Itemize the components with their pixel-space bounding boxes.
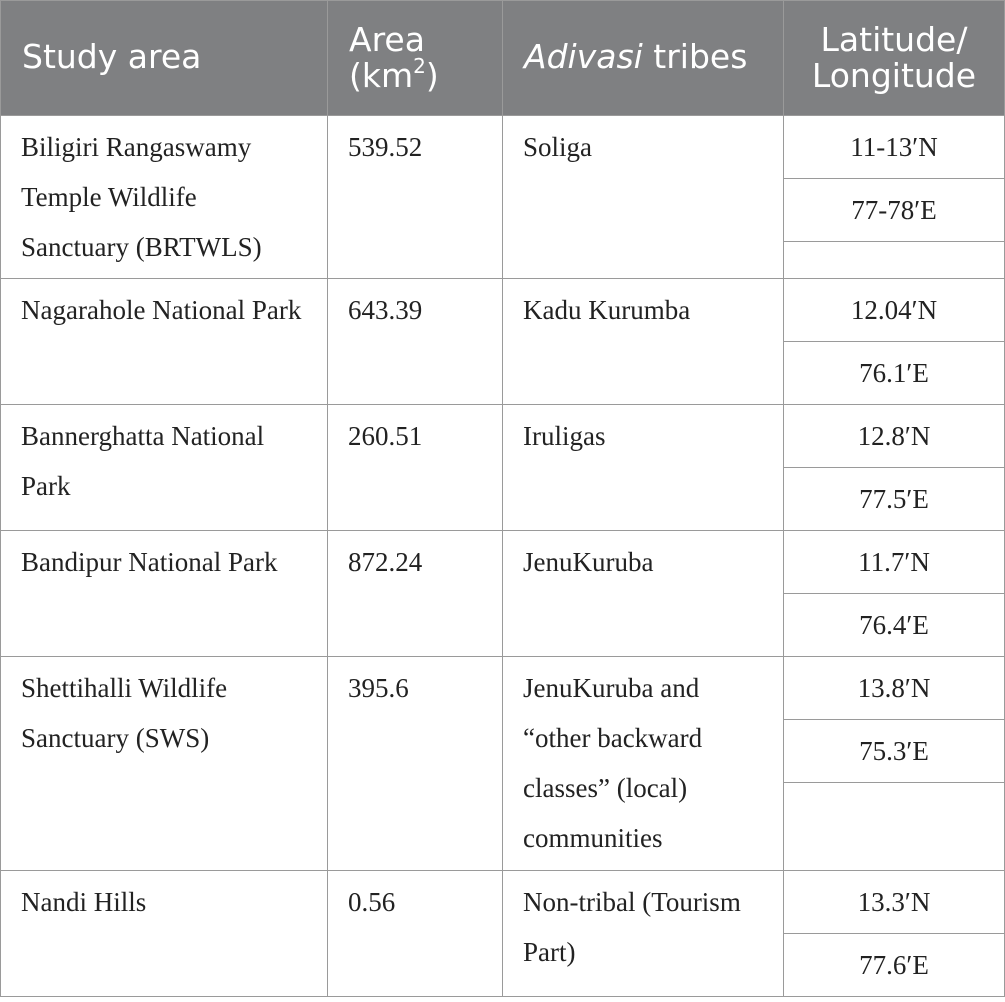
table-subrow: 77-78′E <box>1 178 1005 242</box>
cell-longitude: 77.5′E <box>783 467 1005 531</box>
header-lat-long: Latitude/Longitude <box>783 0 1005 116</box>
cell-study-area: Bandipur National Park <box>0 530 328 657</box>
table-row: Nagarahole National Park 643.39 Kadu Kur… <box>0 278 1005 405</box>
cell-tribes: JenuKuruba <box>502 530 784 657</box>
cell-tribes: Non-tribal (Tourism Part) <box>502 870 784 997</box>
cell-study-area: Nandi Hills <box>0 870 328 997</box>
header-study-area: Study area <box>0 0 328 116</box>
cell-latitude: 13.8′N <box>783 656 1005 720</box>
table-header-row: Study area Area (km2) Adivasi tribes Lati… <box>0 0 1005 116</box>
table-subrow: 76.4′E <box>1 593 1005 657</box>
table-row: Bandipur National Park 872.24 JenuKuruba… <box>0 530 1005 657</box>
cell-tribes: JenuKuruba and “other backward classes” … <box>502 656 784 871</box>
table-row: Nandi Hills 0.56 Non-tribal (Tourism Par… <box>0 870 1005 997</box>
table-row: Shettihalli Wildlife Sanctuary (SWS) 395… <box>0 656 1005 871</box>
cell-longitude: 77.6′E <box>783 933 1005 997</box>
cell-latitude: 12.8′N <box>783 404 1005 468</box>
table-subrow: 77.6′E <box>1 933 1005 997</box>
cell-latitude: 12.04′N <box>783 278 1005 342</box>
cell-longitude: 76.4′E <box>783 593 1005 657</box>
cell-area: 395.6 <box>327 656 503 871</box>
cell-tribes: Iruligas <box>502 404 784 531</box>
cell-latitude: 11-13′N <box>783 115 1005 179</box>
header-area: Area (km2) <box>327 0 503 116</box>
cell-area: 260.51 <box>327 404 503 531</box>
cell-study-area: Bannerghatta National Park <box>0 404 328 531</box>
table-row: Biligiri Rangaswamy Temple Wildlife Sanc… <box>0 115 1005 279</box>
cell-study-area: Shettihalli Wildlife Sanctuary (SWS) <box>0 656 328 871</box>
table-subrow: 75.3′E <box>1 719 1005 783</box>
cell-study-area: Biligiri Rangaswamy Temple Wildlife Sanc… <box>0 115 328 279</box>
cell-empty <box>783 241 1005 279</box>
cell-empty <box>783 782 1005 871</box>
cell-area: 539.52 <box>327 115 503 279</box>
header-tribes: Adivasi tribes <box>502 0 784 116</box>
table-subrow <box>1 241 1005 279</box>
cell-tribes: Soliga <box>502 115 784 279</box>
cell-area: 643.39 <box>327 278 503 405</box>
cell-longitude: 76.1′E <box>783 341 1005 405</box>
cell-latitude: 11.7′N <box>783 530 1005 594</box>
table-subrow <box>1 782 1005 871</box>
cell-latitude: 13.3′N <box>783 870 1005 934</box>
cell-tribes: Kadu Kurumba <box>502 278 784 405</box>
cell-area: 0.56 <box>327 870 503 997</box>
cell-area: 872.24 <box>327 530 503 657</box>
table-subrow: 77.5′E <box>1 467 1005 531</box>
cell-longitude: 77-78′E <box>783 178 1005 242</box>
cell-study-area: Nagarahole National Park <box>0 278 328 405</box>
cell-longitude: 75.3′E <box>783 719 1005 783</box>
table-row: Bannerghatta National Park 260.51 Irulig… <box>0 404 1005 531</box>
